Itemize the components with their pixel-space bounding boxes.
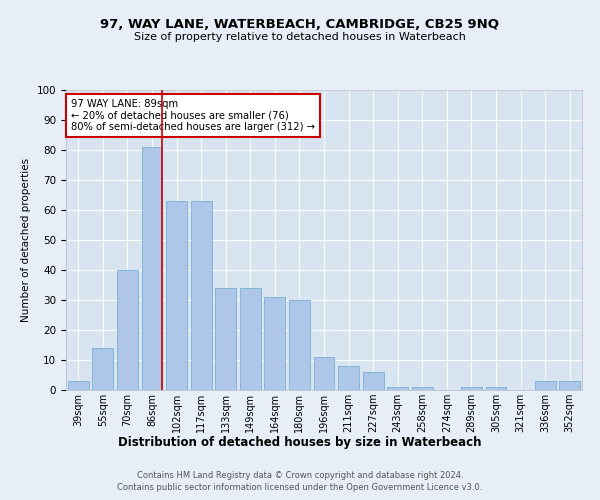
Bar — [485, 387, 506, 390]
Bar — [314, 357, 334, 390]
Bar — [289, 300, 310, 390]
Text: 97 WAY LANE: 89sqm
← 20% of detached houses are smaller (76)
80% of semi-detache: 97 WAY LANE: 89sqm ← 20% of detached hou… — [71, 99, 315, 132]
Bar — [191, 201, 212, 390]
Text: Contains public sector information licensed under the Open Government Licence v3: Contains public sector information licen… — [118, 484, 482, 492]
Bar — [387, 387, 408, 390]
Bar — [92, 348, 113, 390]
Bar — [117, 270, 138, 390]
Bar — [166, 201, 187, 390]
Bar — [362, 372, 383, 390]
Bar — [559, 381, 580, 390]
Y-axis label: Number of detached properties: Number of detached properties — [21, 158, 31, 322]
Bar — [461, 387, 482, 390]
Bar — [412, 387, 433, 390]
Bar — [68, 381, 89, 390]
Text: Contains HM Land Registry data © Crown copyright and database right 2024.: Contains HM Land Registry data © Crown c… — [137, 471, 463, 480]
Text: Distribution of detached houses by size in Waterbeach: Distribution of detached houses by size … — [118, 436, 482, 449]
Bar — [215, 288, 236, 390]
Text: Size of property relative to detached houses in Waterbeach: Size of property relative to detached ho… — [134, 32, 466, 42]
Bar — [240, 288, 261, 390]
Bar — [142, 147, 163, 390]
Text: 97, WAY LANE, WATERBEACH, CAMBRIDGE, CB25 9NQ: 97, WAY LANE, WATERBEACH, CAMBRIDGE, CB2… — [101, 18, 499, 30]
Bar — [535, 381, 556, 390]
Bar — [265, 297, 286, 390]
Bar — [338, 366, 359, 390]
